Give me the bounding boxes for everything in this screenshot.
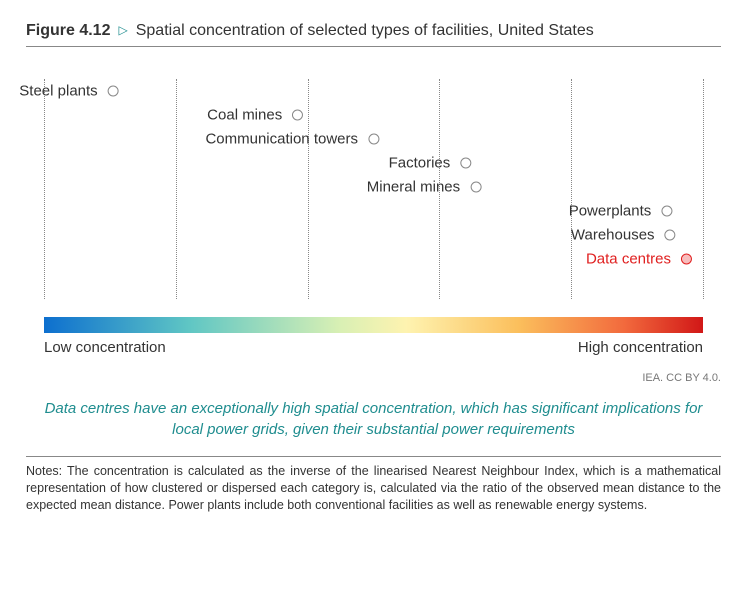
gridline [703,79,704,299]
gridline [571,79,572,299]
chart-point-label: Communication towers [205,131,360,148]
figure-caption: Data centres have an exceptionally high … [44,398,703,440]
chart-marker [108,86,119,97]
chart-point-label: Powerplants [569,203,654,220]
chart-marker [665,230,676,241]
chart-point: Mineral mines [367,179,481,196]
chart-point-label: Warehouses [571,227,657,244]
chart-point-label: Mineral mines [367,179,462,196]
chart-point: Data centres [586,251,692,268]
chart-marker [470,182,481,193]
gridline [308,79,309,299]
title-arrow-icon: ▷ [118,23,127,37]
chart-marker [368,134,379,145]
chart-point-label: Coal mines [207,107,284,124]
chart-point: Warehouses [571,227,676,244]
concentration-gradient [44,317,703,333]
figure-container: Figure 4.12 ▷ Spatial concentration of s… [0,0,747,599]
chart-point-label: Data centres [586,251,673,268]
chart-area: Steel plantsCoal minesCommunication towe… [26,79,721,299]
chart-point: Factories [389,155,472,172]
chart-point-label: Factories [389,155,453,172]
gridline [44,79,45,299]
figure-title-row: Figure 4.12 ▷ Spatial concentration of s… [26,22,721,47]
chart-point: Powerplants [569,203,673,220]
chart-point: Communication towers [205,131,379,148]
notes-separator [26,456,721,457]
chart-marker-highlight [681,254,692,265]
figure-title: Spatial concentration of selected types … [136,22,594,40]
gradient-high-label: High concentration [578,339,703,356]
figure-number: Figure 4.12 [26,22,110,40]
chart-point-label: Steel plants [19,83,99,100]
figure-notes: Notes: The concentration is calculated a… [26,463,721,514]
chart-point: Coal mines [207,107,303,124]
chart-canvas: Steel plantsCoal minesCommunication towe… [44,79,703,299]
chart-marker [661,206,672,217]
attribution-text: IEA. CC BY 4.0. [26,372,721,384]
gridline [176,79,177,299]
chart-marker [292,110,303,121]
gradient-low-label: Low concentration [44,339,166,356]
gradient-labels: Low concentration High concentration [44,339,703,356]
chart-marker [460,158,471,169]
chart-point: Steel plants [19,83,118,100]
